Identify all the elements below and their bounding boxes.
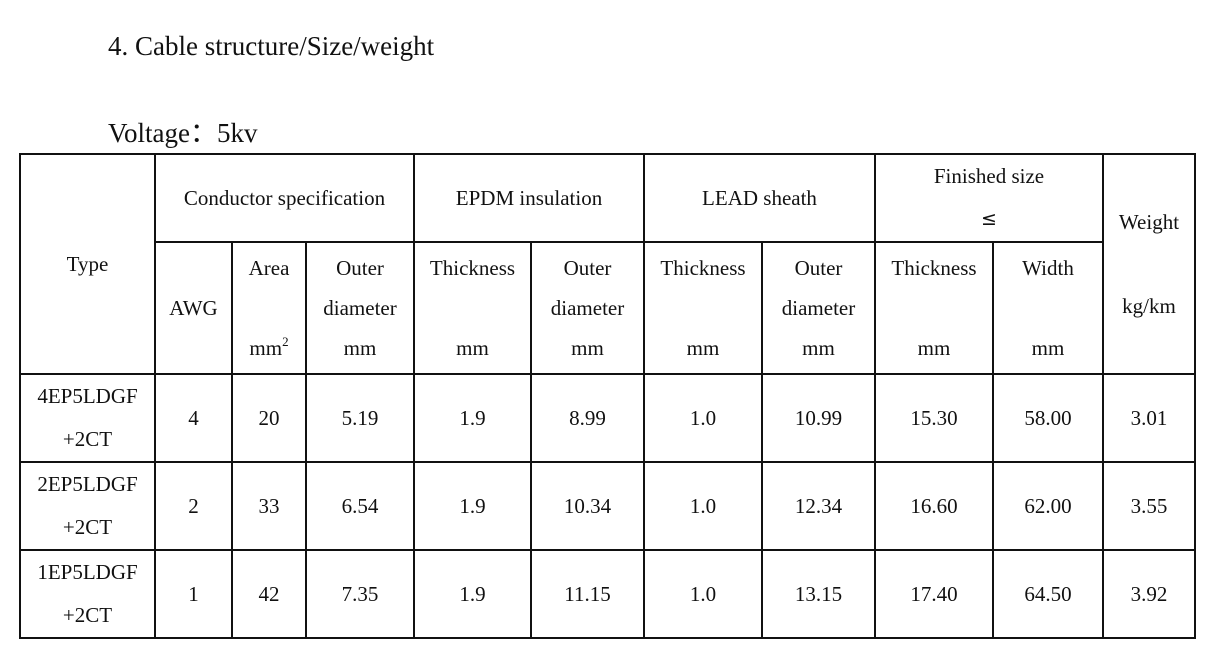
subheader-conductor-od-unit: mm: [343, 336, 377, 360]
cell-sheath-od: 13.15: [761, 549, 876, 639]
table-row: 4EP5LDGF +2CT 4 20 5.19 1.9 8.99 1.0 10.…: [19, 373, 1196, 463]
header-type-cell: Type: [19, 153, 156, 375]
cell-sheath-thickness: 1.0: [643, 373, 763, 463]
subheader-area-unit: mm2: [249, 334, 289, 360]
cell-weight: 3.92: [1102, 549, 1196, 639]
table-row: 1EP5LDGF +2CT 1 42 7.35 1.9 11.15 1.0 13…: [19, 549, 1196, 639]
subheader-finished-thickness-cell: Thickness mm: [874, 241, 994, 375]
voltage-label: Voltage：5kv: [108, 118, 258, 148]
cell-type: 1EP5LDGF +2CT: [19, 549, 156, 639]
subheader-conductor-od-cell: Outer diameter mm: [305, 241, 415, 375]
cell-awg: 1: [154, 549, 233, 639]
cell-sheath-thickness: 1.0: [643, 461, 763, 551]
cell-finished-thickness: 16.60: [874, 461, 994, 551]
subheader-insulation-od-cell: Outer diameter mm: [530, 241, 645, 375]
subheader-sheath-thickness-cell: Thickness mm: [643, 241, 763, 375]
cell-conductor-od: 5.19: [305, 373, 415, 463]
subheader-insulation-od-2: diameter: [550, 296, 625, 320]
cell-sheath-od: 10.99: [761, 373, 876, 463]
cell-finished-thickness: 15.30: [874, 373, 994, 463]
header-row-groups: Type Conductor specification EPDM insula…: [19, 153, 1196, 375]
subheader-finished-thickness: Thickness: [891, 256, 977, 280]
cell-finished-thickness: 17.40: [874, 549, 994, 639]
cell-conductor-od: 7.35: [305, 549, 415, 639]
cell-finished-width: 62.00: [992, 461, 1104, 551]
subheader-sheath-od-1: Outer: [794, 256, 843, 280]
header-weight: Weight: [1118, 210, 1180, 234]
header-weight-unit: kg/km: [1122, 294, 1176, 318]
subheader-sheath-thickness-unit: mm: [686, 336, 720, 360]
cell-finished-width: 64.50: [992, 549, 1104, 639]
section-heading: 4. Cable structure/Size/weight: [108, 31, 435, 61]
subheader-sheath-od-cell: Outer diameter mm: [761, 241, 876, 375]
less-or-equal-symbol: ≤: [981, 208, 997, 230]
subheader-finished-width: Width: [1022, 256, 1074, 280]
cell-weight: 3.01: [1102, 373, 1196, 463]
subheader-insulation-thickness-unit: mm: [456, 336, 489, 360]
cell-insulation-od: 8.99: [530, 373, 645, 463]
header-insulation: EPDM insulation: [413, 153, 645, 243]
cell-area: 33: [231, 461, 307, 551]
subheader-area: Area: [248, 256, 290, 280]
header-type: Type: [66, 251, 109, 276]
subheader-sheath-od-2: diameter: [781, 296, 856, 320]
subheader-insulation-thickness-cell: Thickness mm: [413, 241, 532, 375]
cell-type: 4EP5LDGF +2CT: [19, 373, 156, 463]
subheader-sheath-thickness: Thickness: [660, 256, 746, 280]
header-sheath: LEAD sheath: [643, 153, 876, 243]
subheader-conductor-od-2: diameter: [323, 296, 397, 320]
cell-area: 20: [231, 373, 307, 463]
subheader-insulation-thickness: Thickness: [429, 256, 516, 280]
header-finished-size-cell: Finished size ≤: [874, 153, 1104, 243]
cable-spec-table: Type Conductor specification EPDM insula…: [19, 153, 1196, 639]
subheader-insulation-od-1: Outer: [563, 256, 612, 280]
cell-sheath-od: 12.34: [761, 461, 876, 551]
cell-weight: 3.55: [1102, 461, 1196, 551]
cell-insulation-thickness: 1.9: [413, 461, 532, 551]
subheader-finished-width-unit: mm: [1031, 336, 1065, 360]
cell-sheath-thickness: 1.0: [643, 549, 763, 639]
cell-insulation-od: 11.15: [530, 549, 645, 639]
header-row-subheaders: AWG Area mm2 Outer diameter mm Thickness…: [20, 241, 1195, 375]
cell-conductor-od: 6.54: [305, 461, 415, 551]
subheader-area-cell: Area mm2: [231, 241, 307, 375]
cell-area: 42: [231, 549, 307, 639]
cell-insulation-thickness: 1.9: [413, 373, 532, 463]
cell-awg: 2: [154, 461, 233, 551]
subheader-insulation-od-unit: mm: [571, 336, 604, 360]
cell-finished-width: 58.00: [992, 373, 1104, 463]
cell-insulation-od: 10.34: [530, 461, 645, 551]
subheader-finished-thickness-unit: mm: [917, 336, 951, 360]
cell-insulation-thickness: 1.9: [413, 549, 532, 639]
subheader-sheath-od-unit: mm: [802, 336, 835, 360]
cell-awg: 4: [154, 373, 233, 463]
table-row: 2EP5LDGF +2CT 2 33 6.54 1.9 10.34 1.0 12…: [19, 461, 1196, 551]
cell-type: 2EP5LDGF +2CT: [19, 461, 156, 551]
header-conductor: Conductor specification: [154, 153, 415, 243]
subheader-awg: AWG: [154, 241, 233, 375]
header-finished-size: Finished size: [933, 164, 1045, 188]
subheader-conductor-od-1: Outer: [336, 256, 384, 280]
header-weight-cell: Weight kg/km: [1102, 153, 1196, 375]
subheader-finished-width-cell: Width mm: [992, 241, 1104, 375]
